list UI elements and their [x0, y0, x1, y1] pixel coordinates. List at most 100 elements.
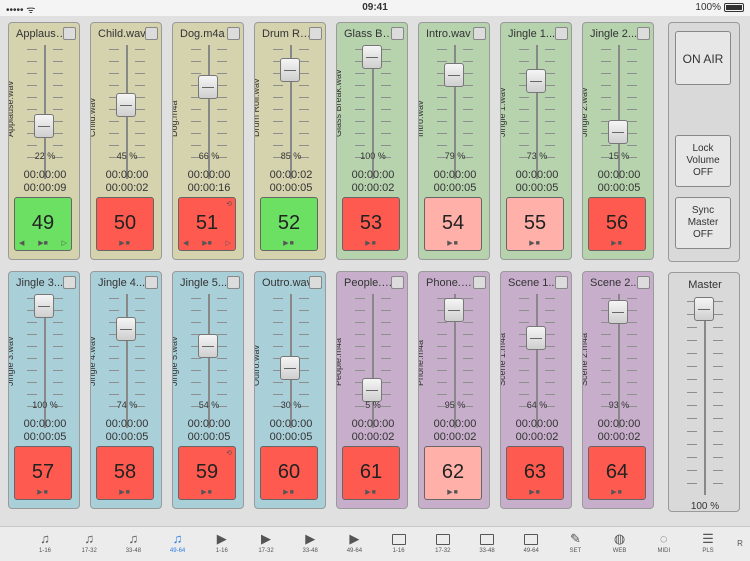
- tab-midi-icon-MIDI[interactable]: ◌ MIDI: [644, 527, 684, 561]
- fader-track[interactable]: [372, 45, 374, 179]
- channel-select-checkbox[interactable]: [63, 276, 76, 289]
- tab-image-icon-33-48[interactable]: 33-48: [467, 527, 507, 561]
- fader-knob[interactable]: [280, 355, 300, 380]
- fader-track[interactable]: [454, 294, 456, 428]
- fader-tick: [299, 394, 309, 395]
- fader-knob[interactable]: [34, 294, 54, 318]
- play-pad-button[interactable]: 50 ▶■: [96, 197, 154, 251]
- tab-video-camera-icon-17-32[interactable]: ▶ 17-32: [246, 527, 286, 561]
- channel-select-checkbox[interactable]: [637, 276, 650, 289]
- fader-knob[interactable]: [526, 68, 546, 93]
- tab-more-R[interactable]: R: [730, 527, 750, 561]
- fader-track[interactable]: [372, 294, 374, 428]
- pad-number: 63: [523, 461, 547, 483]
- fader-knob[interactable]: [198, 334, 218, 359]
- fader-knob[interactable]: [444, 63, 464, 88]
- fader-track[interactable]: [454, 45, 456, 179]
- fader-knob[interactable]: [198, 74, 218, 99]
- tab-video-camera-icon-49-64[interactable]: ▶ 49-64: [334, 527, 374, 561]
- fader-track[interactable]: [44, 294, 46, 428]
- channel-select-checkbox[interactable]: [309, 276, 322, 289]
- channel-select-checkbox[interactable]: [391, 27, 404, 40]
- fader-track[interactable]: [618, 45, 620, 179]
- play-pad-button[interactable]: 63 ▶■: [506, 446, 564, 500]
- fader-track[interactable]: [208, 45, 210, 179]
- fader-tick: [381, 133, 391, 134]
- button-label-line: Master: [687, 217, 719, 228]
- play-pad-button[interactable]: 53 ▶■: [342, 197, 400, 251]
- channel-select-checkbox[interactable]: [63, 27, 76, 40]
- play-pad-button[interactable]: 52 ▶■: [260, 197, 318, 251]
- fader-tick: [519, 157, 529, 158]
- channel-select-checkbox[interactable]: [555, 276, 568, 289]
- play-stop-icon: ▶■: [119, 489, 131, 496]
- channel-select-checkbox[interactable]: [391, 276, 404, 289]
- play-pad-button[interactable]: 58 ▶■: [96, 446, 154, 500]
- tab-video-camera-icon-1-16[interactable]: ▶ 1-16: [202, 527, 242, 561]
- fader-track[interactable]: [208, 294, 210, 428]
- fader-tick: [273, 121, 283, 122]
- channel-select-checkbox[interactable]: [555, 27, 568, 40]
- fader-knob[interactable]: [362, 377, 382, 402]
- fader-tick: [519, 370, 529, 371]
- fader-track[interactable]: [126, 294, 128, 428]
- lock-volume-button[interactable]: Lock Volume OFF: [675, 135, 731, 187]
- fader-knob[interactable]: [608, 119, 628, 144]
- channel-select-checkbox[interactable]: [145, 27, 158, 40]
- fader-tick: [463, 370, 473, 371]
- channel-strip: Scene 1... Scene 1.m4a 64 % 00:00:00 00:00:0…: [500, 271, 572, 509]
- play-pad-button[interactable]: 49 ◀ ▶■ ▷: [14, 197, 72, 251]
- channel-select-checkbox[interactable]: [309, 27, 322, 40]
- tab-globe-icon-WEB[interactable]: ◍ WEB: [600, 527, 640, 561]
- fader-knob[interactable]: [34, 113, 54, 138]
- on-air-button[interactable]: ON AIR: [675, 31, 731, 85]
- fader-tick: [437, 322, 447, 323]
- tab-music-note-icon-49-64[interactable]: ♫ 49-64: [158, 527, 198, 561]
- play-pad-button[interactable]: 59 ▶■ ⟲: [178, 446, 236, 500]
- tab-music-note-icon-33-48[interactable]: ♫ 33-48: [113, 527, 153, 561]
- channel-select-checkbox[interactable]: [473, 27, 486, 40]
- master-fader-track[interactable]: [704, 297, 706, 495]
- play-pad-button[interactable]: 64 ▶■: [588, 446, 646, 500]
- pad-number: 50: [113, 212, 137, 234]
- tab-playlist-icon-PLS[interactable]: ☰ PLS: [688, 527, 728, 561]
- tab-music-note-icon-1-16[interactable]: ♫ 1-16: [25, 527, 65, 561]
- play-pad-button[interactable]: 61 ▶■: [342, 446, 400, 500]
- fader-track[interactable]: [618, 294, 620, 428]
- fader-tick: [601, 346, 611, 347]
- sync-master-button[interactable]: Sync Master OFF: [675, 197, 731, 249]
- fader-knob[interactable]: [608, 300, 628, 325]
- channel-select-checkbox[interactable]: [145, 276, 158, 289]
- tab-image-icon-49-64[interactable]: 49-64: [511, 527, 551, 561]
- play-stop-icon: ▶■: [447, 240, 459, 247]
- play-pad-button[interactable]: 60 ▶■: [260, 446, 318, 500]
- fader-knob[interactable]: [116, 93, 136, 118]
- pad-number: 64: [605, 461, 629, 483]
- tab-image-icon-17-32[interactable]: 17-32: [423, 527, 463, 561]
- fader-tick: [299, 49, 309, 50]
- channel-select-checkbox[interactable]: [227, 27, 240, 40]
- fader-knob[interactable]: [526, 325, 546, 350]
- channel-select-checkbox[interactable]: [637, 27, 650, 40]
- play-pad-button[interactable]: 54 ▶■: [424, 197, 482, 251]
- channel-select-checkbox[interactable]: [473, 276, 486, 289]
- fader-track[interactable]: [290, 45, 292, 179]
- play-pad-button[interactable]: 62 ▶■: [424, 446, 482, 500]
- fader-track[interactable]: [536, 45, 538, 179]
- tab-settings-edit-icon-SET[interactable]: ✎ SET: [555, 527, 595, 561]
- tab-image-icon-1-16[interactable]: 1-16: [379, 527, 419, 561]
- fader-track[interactable]: [536, 294, 538, 428]
- channel-select-checkbox[interactable]: [227, 276, 240, 289]
- fader-knob[interactable]: [116, 316, 136, 341]
- fader-knob[interactable]: [444, 298, 464, 323]
- fader-knob[interactable]: [280, 58, 300, 83]
- play-pad-button[interactable]: 56 ▶■: [588, 197, 646, 251]
- play-pad-button[interactable]: 57 ▶■: [14, 446, 72, 500]
- master-fader-knob[interactable]: [694, 297, 714, 321]
- play-pad-button[interactable]: 51 ◀ ▶■ ▷ ⟲: [178, 197, 236, 251]
- tab-music-note-icon-17-32[interactable]: ♫ 17-32: [69, 527, 109, 561]
- fader-track[interactable]: [44, 45, 46, 179]
- fader-knob[interactable]: [362, 45, 382, 69]
- play-pad-button[interactable]: 55 ▶■: [506, 197, 564, 251]
- tab-video-camera-icon-33-48[interactable]: ▶ 33-48: [290, 527, 330, 561]
